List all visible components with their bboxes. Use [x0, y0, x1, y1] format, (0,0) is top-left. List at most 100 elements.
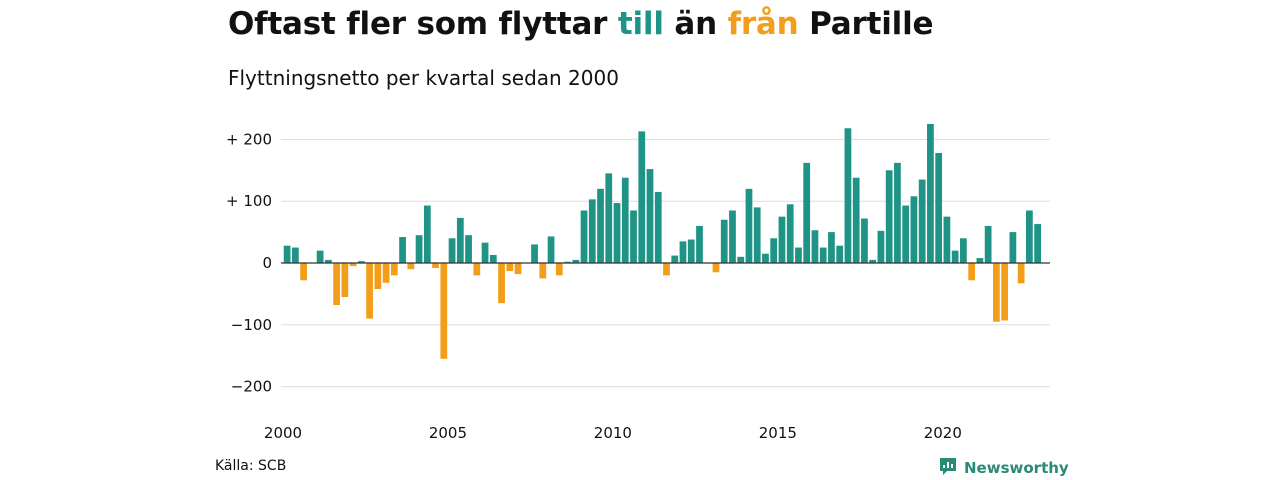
bar [696, 225, 703, 263]
bar [283, 245, 291, 263]
bar [514, 263, 522, 275]
bar [687, 239, 695, 263]
bar [885, 170, 893, 263]
bar [960, 238, 967, 263]
bar [828, 232, 835, 263]
bar [927, 123, 934, 263]
bar [1026, 210, 1033, 263]
bar [448, 238, 456, 263]
bar [811, 230, 819, 263]
bar [1017, 263, 1025, 284]
title-word-till: till [617, 6, 664, 42]
bar [440, 263, 448, 359]
source-note: Källa: SCB [215, 458, 287, 474]
bar [357, 261, 365, 263]
x-tick-label: 2015 [759, 424, 797, 442]
bar [605, 173, 613, 263]
chart-title: Oftast fler som flyttar till än från Par… [228, 6, 934, 42]
bar [407, 263, 415, 270]
bar [770, 238, 778, 263]
bar [300, 263, 307, 281]
bar [671, 255, 679, 263]
newsworthy-logo-icon [938, 456, 958, 480]
brand: Newsworthy [938, 456, 1069, 480]
bar [423, 205, 431, 263]
bar [852, 177, 860, 263]
bar [291, 247, 299, 263]
bar [654, 191, 662, 263]
bar [531, 244, 538, 263]
bar-chart: + 200 + 100 0 −100 −200 2000 2005 2010 2015 2020 [226, 123, 1050, 442]
grid-lines [281, 138, 1050, 388]
bar [456, 217, 464, 263]
title-part-1: Oftast fler som flyttar [228, 6, 618, 42]
bars [283, 123, 1042, 359]
bar [506, 263, 514, 272]
bar [918, 179, 926, 263]
bar [984, 225, 992, 263]
bar [836, 245, 844, 263]
bar [729, 210, 736, 263]
bar [498, 263, 505, 304]
bar [415, 235, 423, 263]
x-tick-label: 2005 [429, 424, 467, 442]
bar [366, 263, 373, 319]
bar [753, 207, 761, 263]
bar [316, 250, 324, 263]
bar [630, 210, 637, 263]
bar [580, 210, 588, 263]
bar [951, 250, 959, 263]
bar [786, 204, 794, 263]
bar [1009, 232, 1017, 263]
bar [778, 216, 786, 263]
bar [374, 263, 382, 289]
bar [869, 259, 877, 263]
bar [663, 263, 670, 276]
x-tick-label: 2020 [924, 424, 962, 442]
bar [646, 169, 654, 263]
bar [844, 128, 852, 263]
bar [910, 196, 918, 263]
bar [349, 263, 357, 267]
bar [597, 188, 604, 263]
bar [877, 230, 885, 263]
y-tick-label: −200 [231, 378, 272, 396]
x-tick-label: 2010 [594, 424, 632, 442]
title-word-fran: från [727, 6, 799, 42]
bar [795, 247, 802, 263]
bar [547, 236, 555, 263]
bar [539, 263, 547, 279]
bar [720, 219, 728, 263]
bar [432, 263, 439, 268]
bar [613, 203, 621, 263]
bar [745, 188, 753, 263]
bar [803, 162, 811, 263]
bar [324, 259, 332, 263]
bar [993, 263, 1000, 322]
bar [861, 218, 868, 263]
bar [935, 153, 943, 263]
bar [976, 258, 984, 263]
bar [762, 253, 769, 263]
bar [894, 162, 901, 263]
bar [382, 263, 390, 283]
bar [399, 237, 406, 263]
bar [968, 263, 976, 281]
brand-name: Newsworthy [964, 459, 1069, 477]
bar [564, 261, 571, 263]
bar [473, 263, 481, 276]
bar [638, 131, 646, 263]
bar [333, 263, 340, 306]
bar [712, 263, 720, 273]
bar [943, 216, 951, 263]
y-tick-label: + 200 [226, 130, 272, 148]
bar [1001, 263, 1009, 321]
bar [621, 177, 629, 263]
bar [555, 263, 563, 276]
bar [819, 247, 827, 263]
y-tick-label: + 100 [226, 192, 272, 210]
bar [1034, 224, 1042, 263]
bar [465, 235, 472, 263]
x-tick-labels: 2000 2005 2010 2015 2020 [264, 424, 962, 442]
y-tick-label: −100 [231, 316, 272, 334]
